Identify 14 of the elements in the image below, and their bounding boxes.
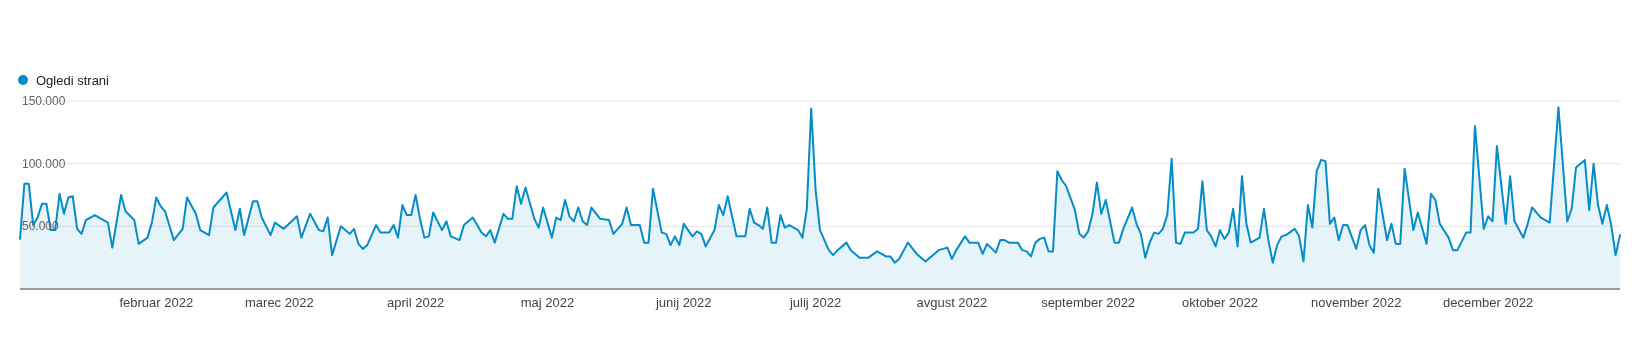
y-tick-label: 100.000 (22, 156, 66, 171)
x-tick-label: februar 2022 (119, 295, 194, 310)
x-tick-label: julij 2022 (788, 295, 842, 310)
y-tick-label: 150.000 (22, 94, 66, 108)
x-tick-label: avgust 2022 (916, 295, 988, 310)
x-tick-label: november 2022 (1311, 295, 1402, 310)
x-tick-label: maj 2022 (520, 295, 575, 310)
x-tick-label: september 2022 (1041, 295, 1136, 310)
x-tick-label: marec 2022 (245, 295, 314, 310)
legend-label: Ogledi strani (36, 72, 110, 88)
x-tick-label: april 2022 (387, 295, 445, 310)
x-tick-label: oktober 2022 (1182, 295, 1258, 310)
x-tick-label: junij 2022 (654, 295, 712, 310)
x-tick-label: december 2022 (1442, 295, 1534, 310)
